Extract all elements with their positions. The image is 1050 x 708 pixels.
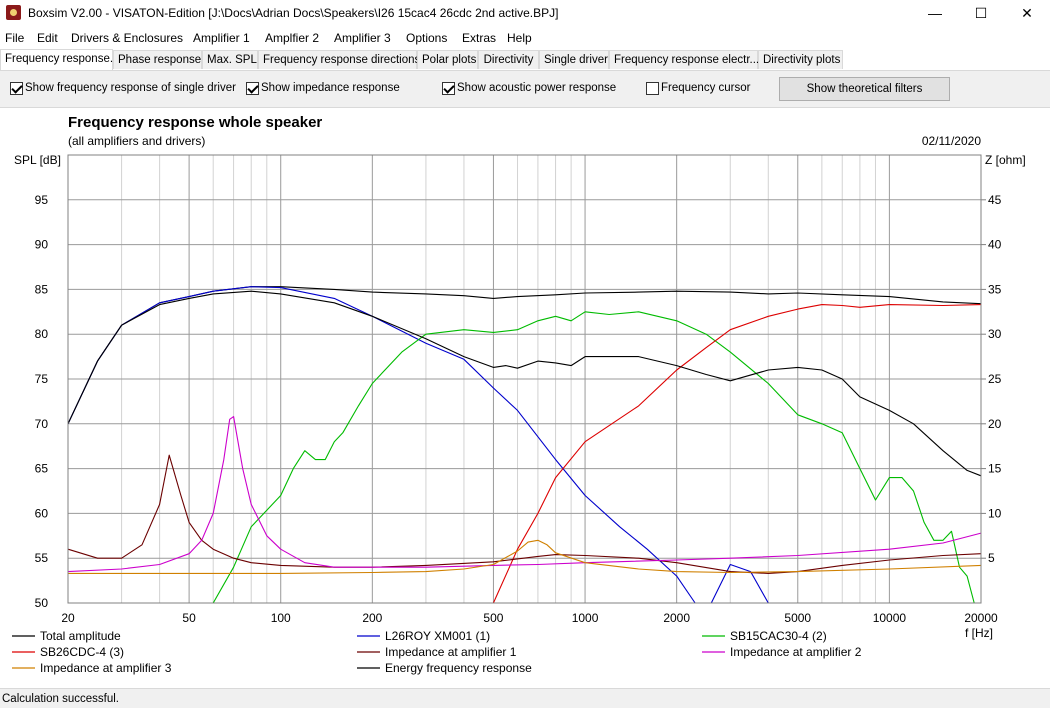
x-tick-label: 200: [362, 611, 382, 625]
menu-options[interactable]: Options: [406, 31, 448, 45]
menu-edit[interactable]: Edit: [37, 31, 58, 45]
legend-label: Energy frequency response: [385, 661, 532, 675]
tab-bar: Frequency response. Phase response Max. …: [0, 49, 1050, 71]
menu-drivers-enclosures[interactable]: Drivers & Enclosures: [71, 31, 184, 45]
tab-frequency-response[interactable]: Frequency response.: [0, 49, 113, 70]
series-line-impedance-at-amplifier-2: [67, 416, 982, 573]
tab-frequency-response-electrical[interactable]: Frequency response electr...: [609, 50, 759, 69]
series-line-impedance-at-amplifier-3: [68, 539, 982, 574]
y-tick-label: 80: [35, 327, 49, 341]
app-icon: [6, 5, 21, 20]
y-tick-label: 85: [35, 282, 49, 296]
chart-title: Frequency response whole speaker: [68, 114, 322, 131]
legend-label: Impedance at amplifier 3: [40, 661, 172, 675]
y-tick-label: 95: [35, 193, 49, 207]
chart-grid: [67, 154, 982, 604]
x-tick-label: 20: [61, 611, 75, 625]
window-title: Boxsim V2.00 - VISATON-Edition [J:\Docs\…: [28, 6, 559, 20]
y2-tick-label: 10: [988, 506, 1002, 520]
y-tick-label: 55: [35, 551, 49, 565]
chart-subtitle: (all amplifiers and drivers): [68, 134, 205, 148]
y-tick-label: 65: [35, 462, 49, 476]
status-text: Calculation successful.: [2, 693, 119, 705]
tab-directivity-plots[interactable]: Directivity plots: [758, 50, 843, 69]
tab-max-spl[interactable]: Max. SPL: [202, 50, 258, 69]
x-tick-label: 2000: [663, 611, 690, 625]
y2-tick-label: 5: [988, 551, 995, 565]
legend-label: SB26CDC-4 (3): [40, 645, 124, 659]
tab-phase-response[interactable]: Phase response: [113, 50, 202, 69]
legend-label: Total amplitude: [40, 629, 121, 643]
show-acoustic-power-checkbox[interactable]: [442, 82, 455, 95]
tab-frequency-response-directions[interactable]: Frequency response directions: [258, 50, 420, 69]
y-tick-label: 90: [35, 238, 49, 252]
y2-tick-label: 20: [988, 417, 1002, 431]
x-tick-label: 10000: [873, 611, 907, 625]
menu-file[interactable]: File: [5, 31, 25, 45]
legend-label: L26ROY XM001 (1): [385, 629, 490, 643]
legend-label: Impedance at amplifier 2: [730, 645, 862, 659]
y-axis-label: SPL [dB]: [14, 153, 61, 167]
tab-directivity[interactable]: Directivity: [478, 50, 539, 69]
close-button[interactable]: ✕: [1021, 5, 1033, 21]
tab-polar-plots[interactable]: Polar plots: [417, 50, 478, 69]
show-single-driver-label: Show frequency response of single driver: [25, 82, 236, 94]
x-tick-label: 1000: [572, 611, 599, 625]
menu-help[interactable]: Help: [507, 31, 532, 45]
x-tick-label: 500: [483, 611, 503, 625]
y-tick-label: 75: [35, 372, 49, 386]
show-impedance-label: Show impedance response: [261, 82, 400, 94]
show-impedance-checkbox[interactable]: [246, 82, 259, 95]
tab-single-driver[interactable]: Single driver: [539, 50, 609, 69]
y-tick-label: 50: [35, 596, 49, 610]
y2-axis-label: Z [ohm]: [985, 153, 1026, 167]
menu-amplifier-1[interactable]: Amplifier 1: [193, 31, 250, 45]
series-line-impedance-at-amplifier-1: [67, 454, 982, 574]
legend-label: SB15CAC30-4 (2): [730, 629, 827, 643]
x-tick-label: 20000: [964, 611, 998, 625]
menu-amplifier-2[interactable]: Amplfier 2: [265, 31, 320, 45]
series-line-total-amplitude: [67, 286, 982, 425]
y2-tick-label: 25: [988, 372, 1002, 386]
chart-date: 02/11/2020: [922, 134, 981, 148]
series-line-sb26cdc-4-3: [68, 304, 982, 604]
title-bar: Boxsim V2.00 - VISATON-Edition [J:\Docs\…: [0, 0, 1050, 26]
y2-tick-label: 40: [988, 238, 1002, 252]
x-tick-label: 5000: [784, 611, 811, 625]
x-tick-label: 50: [182, 611, 196, 625]
y2-tick-label: 30: [988, 327, 1002, 341]
menu-bar: File Edit Drivers & Enclosures Amplifier…: [0, 28, 1050, 48]
y2-tick-label: 35: [988, 282, 1002, 296]
series-line-sb15cac30-4-2: [68, 311, 981, 604]
axis-ticks: 20 50 100 200 500 1000 2000 5000 10000 20000 50 55 6…: [35, 193, 1002, 625]
x-axis-label: f [Hz]: [965, 626, 993, 640]
show-single-driver-checkbox[interactable]: [10, 82, 23, 95]
y-tick-label: 60: [35, 506, 49, 520]
show-theoretical-filters-button[interactable]: Show theoretical filters: [779, 77, 950, 101]
y-tick-label: 70: [35, 417, 49, 431]
status-bar: Calculation successful.: [0, 688, 1050, 708]
y2-tick-label: 45: [988, 193, 1002, 207]
show-acoustic-power-label: Show acoustic power response: [457, 82, 617, 94]
series-line-energy-frequency-response: [67, 290, 982, 477]
menu-amplifier-3[interactable]: Amplifier 3: [334, 31, 391, 45]
menu-extras[interactable]: Extras: [462, 31, 497, 45]
y2-tick-label: 15: [988, 462, 1002, 476]
x-tick-label: 100: [271, 611, 291, 625]
legend: Total amplitude L26ROY XM001 (1) SB15CAC30…: [12, 629, 862, 675]
frequency-cursor-checkbox[interactable]: [646, 82, 659, 95]
options-toolbar: Show frequency response of single driver…: [0, 71, 1050, 108]
legend-label: Impedance at amplifier 1: [385, 645, 517, 659]
maximize-button[interactable]: ☐: [974, 5, 988, 21]
minimize-button[interactable]: —: [928, 5, 942, 21]
frequency-cursor-label: Frequency cursor: [661, 82, 751, 94]
plot-frame: [67, 154, 982, 604]
